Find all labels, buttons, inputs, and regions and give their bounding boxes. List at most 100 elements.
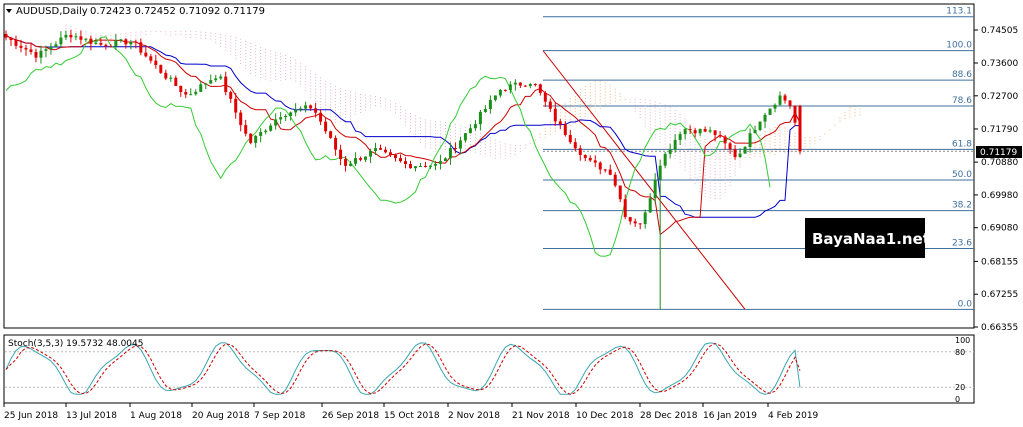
candle-body <box>259 131 263 136</box>
time-tick-label: 4 Feb 2019 <box>768 411 819 421</box>
candle-body <box>339 149 343 160</box>
candle-body <box>653 179 657 199</box>
candle-body <box>299 108 303 110</box>
candle-body <box>513 82 517 85</box>
candle-body <box>344 159 348 166</box>
candle-body <box>573 142 577 149</box>
price-tick-label: 0.74505 <box>981 26 1018 36</box>
stoch-lines: 100 80 20 0 <box>5 336 974 404</box>
candle-body <box>334 137 338 150</box>
candle-body <box>688 129 692 131</box>
price-tick-label: 0.73600 <box>981 59 1018 69</box>
time-tick-label: 7 Sep 2018 <box>254 411 306 421</box>
candle-body <box>598 162 602 170</box>
price-tick-label: 0.69080 <box>981 224 1018 234</box>
candle-body <box>648 198 652 213</box>
candle-body <box>453 148 457 150</box>
watermark-box <box>805 218 925 258</box>
candle-body <box>329 131 333 138</box>
candle-body <box>428 165 432 167</box>
candle-body <box>189 94 193 96</box>
candle-body <box>44 49 48 51</box>
candle-body <box>134 41 138 43</box>
fib-label: 50.0 <box>952 170 972 180</box>
price-tick-label: 0.72700 <box>981 92 1018 102</box>
price-tick-label: 0.69980 <box>981 191 1018 201</box>
chikou-line <box>5 36 771 257</box>
candle-body <box>79 36 83 40</box>
candle-body <box>523 85 527 87</box>
candle-body <box>224 76 228 93</box>
candle-body <box>443 158 447 162</box>
fib-label: 100.0 <box>946 41 972 51</box>
candle-body <box>139 42 143 53</box>
candle-body <box>473 124 477 129</box>
stoch-main-line <box>5 342 801 395</box>
candle-body <box>399 158 402 162</box>
candle-body <box>458 140 462 149</box>
candle-body <box>19 45 23 48</box>
candle-body <box>229 92 233 99</box>
candle-body <box>319 112 323 122</box>
candle-body <box>633 221 637 224</box>
candle-body <box>349 163 353 166</box>
candle-body <box>279 117 283 120</box>
candle-body <box>184 91 188 95</box>
candle-body <box>508 84 512 91</box>
candle-body <box>568 134 572 143</box>
candle-body <box>164 72 168 79</box>
time-tick-label: 28 Dec 2018 <box>640 411 698 421</box>
candle-body <box>663 153 667 166</box>
price-tick-label: 0.66355 <box>981 323 1018 333</box>
candle-body <box>528 84 532 87</box>
ichimoku-lines <box>5 34 801 257</box>
candle-body <box>503 89 507 91</box>
candle-body <box>49 46 53 50</box>
kijun-line <box>5 34 800 218</box>
candle-body <box>409 164 412 169</box>
candle-body <box>39 50 43 58</box>
candle-body <box>194 91 198 95</box>
candle-body <box>668 149 672 154</box>
candle-body <box>169 77 173 79</box>
candle-body <box>394 155 397 159</box>
candle-body <box>718 135 722 137</box>
candle-body <box>74 36 78 38</box>
candle-body <box>703 129 707 132</box>
candle-body <box>129 41 133 45</box>
candle-body <box>244 125 248 134</box>
ohlc-label: 0.72423 0.72452 0.71092 0.71179 <box>90 6 265 17</box>
symbol-label: AUDUSD,Daily <box>16 6 88 17</box>
candle-body <box>124 39 128 45</box>
candle-body <box>483 109 487 112</box>
candle-body <box>723 136 727 144</box>
candle-body <box>548 101 552 109</box>
stoch-tick-label: 80 <box>955 348 965 357</box>
candle-body <box>284 115 288 118</box>
stoch-signal-line <box>5 342 801 395</box>
candle-body <box>583 155 587 158</box>
candle-body <box>728 143 732 150</box>
price-tick-label: 0.67255 <box>981 290 1018 300</box>
candle-body <box>294 109 298 113</box>
stoch-label: Stoch(3,5,3) 19.5732 48.0045 <box>8 339 143 349</box>
candle-body <box>773 104 777 109</box>
candle-body <box>708 130 712 132</box>
candle-body <box>433 163 437 166</box>
stoch-tick-label: 20 <box>955 383 965 392</box>
candle-body <box>563 124 567 135</box>
candle-body <box>109 46 113 48</box>
time-tick-label: 25 Jun 2018 <box>4 411 58 421</box>
candle-body <box>239 112 243 126</box>
time-tick-label: 20 Aug 2018 <box>192 411 250 421</box>
candle-body <box>623 199 627 218</box>
time-tick-label: 21 Nov 2018 <box>512 411 570 421</box>
collapse-triangle-icon[interactable] <box>6 9 12 13</box>
candle-body <box>374 148 378 152</box>
candle-body <box>643 212 647 225</box>
candle-body <box>269 125 273 131</box>
price-tick-label: 0.71790 <box>981 125 1018 135</box>
candle-body <box>104 44 108 47</box>
candle-body <box>558 121 562 125</box>
